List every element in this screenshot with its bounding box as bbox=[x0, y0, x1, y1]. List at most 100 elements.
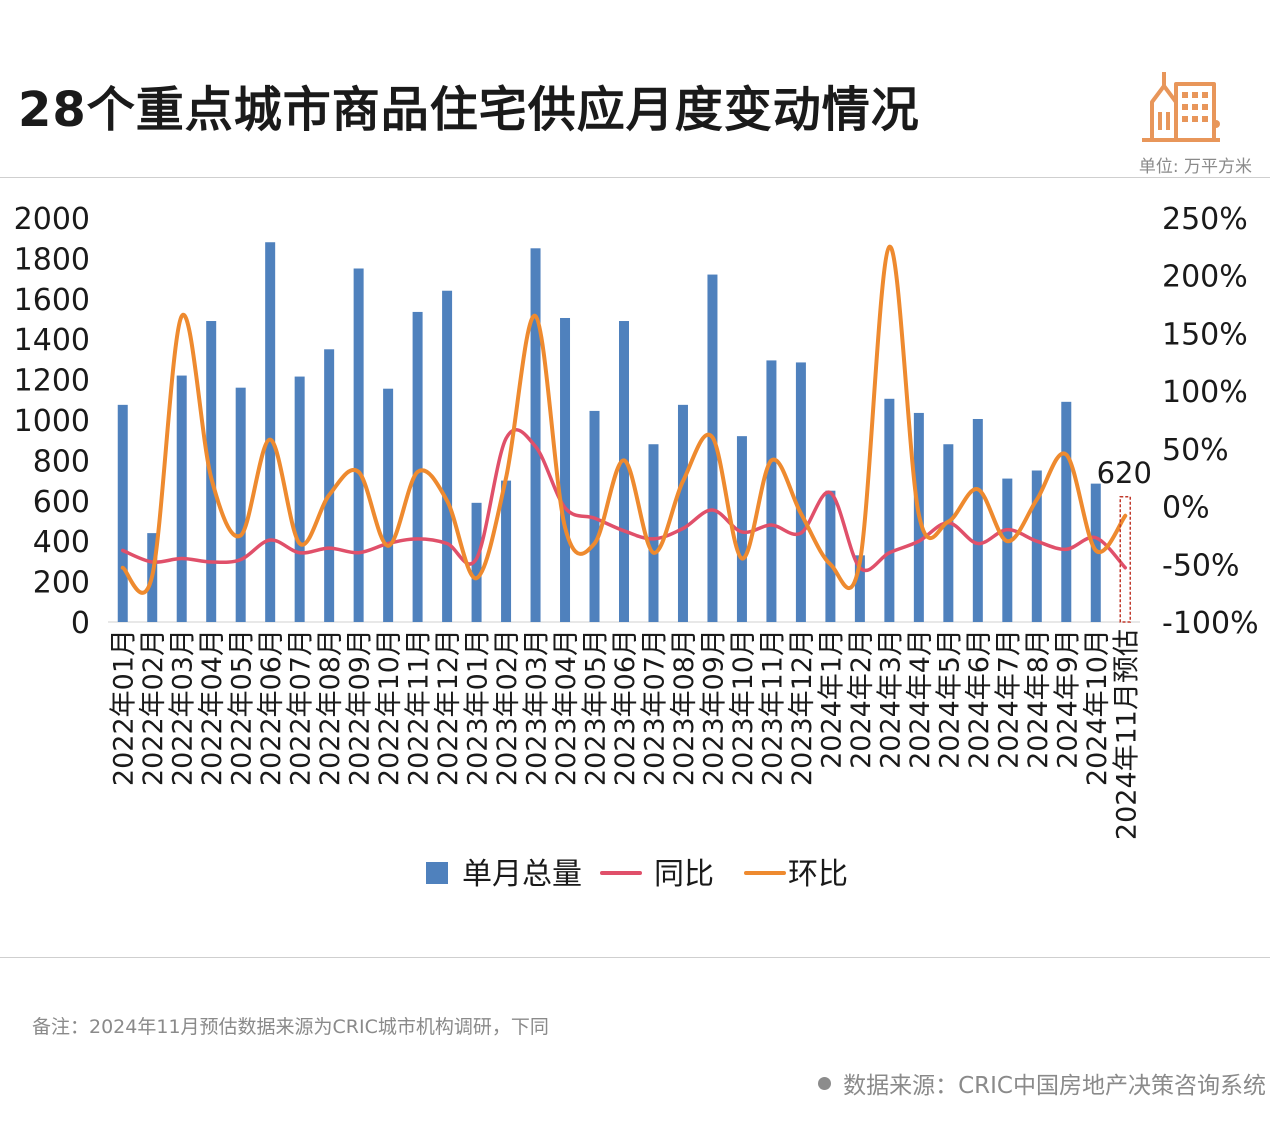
y-right-tick: 250% bbox=[1162, 202, 1248, 237]
y-right-tick: -100% bbox=[1162, 606, 1259, 641]
bar-7 bbox=[324, 349, 335, 622]
x-tick-label: 2024年8月 bbox=[1023, 629, 1054, 769]
x-tick-label: 2023年10月 bbox=[728, 629, 759, 786]
x-tick-label: 2024年2月 bbox=[846, 629, 877, 769]
bar-22 bbox=[766, 360, 777, 622]
x-tick-label: 2023年06月 bbox=[610, 629, 641, 786]
bar-11 bbox=[442, 290, 453, 622]
y-left-tick: 400 bbox=[33, 525, 90, 560]
bar-15 bbox=[560, 317, 571, 622]
line-yoy bbox=[120, 428, 1128, 572]
bar-5 bbox=[265, 242, 276, 623]
bar-30 bbox=[1002, 478, 1013, 622]
x-tick-label: 2023年12月 bbox=[787, 629, 818, 786]
bar-20 bbox=[707, 274, 718, 622]
footnote: 备注：2024年11月预估数据来源为CRIC城市机构调研，下同 bbox=[32, 1016, 549, 1038]
y-left-tick: 1400 bbox=[14, 323, 90, 358]
x-tick-label: 2024年11月预估 bbox=[1111, 629, 1142, 840]
x-tick-label: 2022年09月 bbox=[345, 629, 376, 786]
y-left-tick: 800 bbox=[33, 444, 90, 479]
x-tick-label: 2024年9月 bbox=[1052, 629, 1083, 769]
x-tick-label: 2024年1月 bbox=[816, 629, 847, 769]
x-tick-label: 2023年09月 bbox=[698, 629, 729, 786]
x-tick-label: 2024年3月 bbox=[875, 629, 906, 769]
x-tick-label: 2022年06月 bbox=[256, 629, 287, 786]
x-axis-labels: 2022年01月2022年02月2022年03月2022年04月2022年05月… bbox=[109, 629, 1143, 840]
bar-28 bbox=[943, 444, 954, 622]
x-tick-label: 2022年10月 bbox=[374, 629, 405, 786]
forecast-annotation: 620 bbox=[1097, 456, 1152, 623]
y-left-tick: 1200 bbox=[14, 364, 90, 399]
legend-label-mom: 环比 bbox=[788, 857, 848, 892]
x-tick-label: 2023年11月 bbox=[757, 629, 788, 786]
x-tick-label: 2024年5月 bbox=[934, 629, 965, 769]
x-tick-label: 2024年4月 bbox=[905, 629, 936, 769]
x-tick-label: 2022年11月 bbox=[404, 629, 435, 786]
bottom-divider bbox=[0, 957, 1270, 958]
bar-9 bbox=[383, 388, 394, 622]
x-tick-label: 2022年08月 bbox=[315, 629, 346, 786]
x-tick-label: 2024年6月 bbox=[964, 629, 995, 769]
y-right-tick: 50% bbox=[1162, 433, 1229, 468]
x-tick-label: 2023年04月 bbox=[551, 629, 582, 786]
unit-label: 单位: 万平方米 bbox=[1138, 157, 1252, 177]
bar-2 bbox=[176, 375, 187, 622]
bar-19 bbox=[677, 404, 688, 622]
x-tick-label: 2023年07月 bbox=[639, 629, 670, 786]
bar-26 bbox=[884, 398, 895, 622]
x-tick-label: 2022年05月 bbox=[227, 629, 258, 786]
bar-8 bbox=[353, 268, 364, 622]
bar-29 bbox=[972, 418, 983, 622]
bar-6 bbox=[294, 376, 305, 622]
bar-14 bbox=[530, 248, 541, 623]
y-left-tick: 1800 bbox=[14, 242, 90, 277]
forecast-label: 620 bbox=[1097, 456, 1152, 490]
legend-label-yoy: 同比 bbox=[654, 857, 714, 892]
bar-13 bbox=[501, 480, 512, 622]
building-icon bbox=[1142, 72, 1220, 142]
y-axis-right: -100% -50% 0% 50% 100% 150% 200% 250% bbox=[1162, 202, 1259, 641]
bar-25 bbox=[854, 555, 865, 622]
legend: 单月总量 同比 环比 bbox=[426, 857, 848, 892]
bar-32 bbox=[1061, 401, 1072, 622]
y-left-tick: 200 bbox=[33, 566, 90, 601]
x-tick-label: 2022年03月 bbox=[168, 629, 199, 786]
y-left-tick: 1600 bbox=[14, 283, 90, 318]
x-tick-label: 2022年04月 bbox=[197, 629, 228, 786]
bar-series bbox=[117, 242, 1101, 623]
legend-swatch-bar bbox=[426, 862, 448, 884]
forecast-bar bbox=[1119, 496, 1132, 623]
x-tick-label: 2022年07月 bbox=[286, 629, 317, 786]
y-left-tick: 1000 bbox=[14, 404, 90, 439]
y-right-tick: 100% bbox=[1162, 375, 1248, 410]
x-tick-label: 2023年05月 bbox=[581, 629, 612, 786]
x-tick-label: 2024年10月 bbox=[1082, 629, 1113, 786]
x-tick-label: 2022年01月 bbox=[109, 629, 140, 786]
y-left-tick: 2000 bbox=[14, 202, 90, 237]
y-left-tick: 600 bbox=[33, 485, 90, 520]
bar-31 bbox=[1031, 470, 1042, 622]
x-tick-label: 2023年08月 bbox=[669, 629, 700, 786]
top-divider bbox=[0, 177, 1270, 178]
x-tick-label: 2023年01月 bbox=[463, 629, 494, 786]
data-source-text: 数据来源：CRIC中国房地产决策咨询系统 bbox=[843, 1073, 1266, 1099]
bar-0 bbox=[117, 404, 128, 622]
chart-title: 28个重点城市商品住宅供应月度变动情况 bbox=[18, 82, 920, 138]
line-series bbox=[120, 244, 1128, 595]
legend-label-bar: 单月总量 bbox=[462, 857, 582, 892]
line-mom bbox=[120, 244, 1128, 595]
bar-23 bbox=[795, 362, 806, 622]
x-tick-label: 2024年7月 bbox=[993, 629, 1024, 769]
bar-21 bbox=[736, 436, 747, 622]
chart: 0 200 400 600 800 1000 1200 1400 1600 1800 2000 -1… bbox=[14, 202, 1259, 892]
y-left-tick: 0 bbox=[71, 606, 90, 641]
y-right-tick: 200% bbox=[1162, 260, 1248, 295]
data-source: 数据来源：CRIC中国房地产决策咨询系统 bbox=[818, 1066, 1266, 1100]
y-right-tick: 150% bbox=[1162, 317, 1248, 352]
x-tick-label: 2022年12月 bbox=[433, 629, 464, 786]
bullet-icon bbox=[818, 1076, 832, 1090]
bar-24 bbox=[825, 490, 836, 622]
bar-18 bbox=[648, 444, 659, 622]
bar-12 bbox=[471, 502, 482, 622]
y-axis-left: 0 200 400 600 800 1000 1200 1400 1600 1800 2000 bbox=[14, 202, 90, 641]
